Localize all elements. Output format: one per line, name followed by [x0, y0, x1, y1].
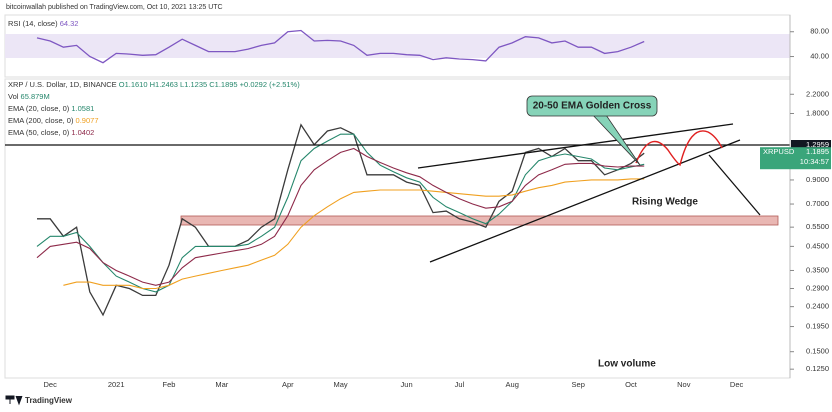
x-tick-label: Aug — [506, 380, 519, 389]
projection-path — [635, 130, 723, 167]
legend-value: 0.9077 — [76, 116, 99, 125]
rsi-value: 64.32 — [60, 19, 79, 28]
x-tick-label: Dec — [44, 380, 58, 389]
y-tick-label: 0.4500 — [806, 241, 829, 250]
axes: 2.2000 1.8000 0.9000 0.7000 0.5500 0.4500 0.35… — [44, 27, 831, 389]
ema-legend: EMA (20, close, 0) 1.0581 — [8, 104, 94, 113]
rsi-legend: RSI (14, close) 64.32 — [8, 19, 78, 28]
y-tick-label: 1.8000 — [806, 108, 829, 117]
y-tick-label: 0.3500 — [806, 265, 829, 274]
symbol-title: XRP / U.S. Dollar, 1D, BINANCE — [8, 80, 117, 89]
x-tick-label: Jun — [401, 380, 413, 389]
x-tick-label: Mar — [215, 380, 228, 389]
series-line — [63, 178, 645, 290]
wedge-label: Rising Wedge — [632, 197, 698, 208]
y-tick-label: 0.1250 — [806, 364, 829, 373]
x-tick-label: Dec — [730, 380, 744, 389]
last-price: 1.1895 — [806, 147, 829, 156]
x-tick-label: Sep — [572, 380, 585, 389]
callout-box — [526, 95, 658, 117]
wedge-upper — [417, 123, 734, 169]
legend-value: 1.0402 — [71, 128, 94, 137]
countdown: 10:34:57 — [800, 157, 829, 166]
legend-value: 1.0581 — [71, 104, 94, 113]
ema-legend: EMA (50, close, 0) 1.0402 — [8, 128, 94, 137]
legend-name: EMA (200, close, 0) — [8, 116, 74, 125]
x-tick-label: May — [334, 380, 348, 389]
projection-arrow — [708, 154, 761, 216]
volume-note: Low volume — [598, 359, 656, 370]
legend-name: EMA (20, close, 0) — [8, 104, 70, 113]
last-price-tag — [760, 147, 831, 170]
y-tick-label: 0.9000 — [806, 175, 829, 184]
ema-legend: EMA (200, close, 0) 0.9077 — [8, 116, 99, 125]
volume-legend: Vol 65.879M — [8, 92, 50, 101]
symbol: XRPUSD — [763, 147, 795, 156]
price-line-tag — [791, 140, 831, 151]
rsi-title: RSI (14, close) — [8, 19, 58, 28]
x-tick-label: Oct — [625, 380, 638, 389]
price-line-label: 1.2959 — [806, 140, 829, 149]
legend-name: EMA (50, close, 0) — [8, 128, 70, 137]
series-line — [36, 147, 645, 286]
wedge-lower — [429, 139, 741, 263]
rsi-plot — [36, 29, 645, 64]
y-tick-label: 80.00 — [810, 27, 829, 36]
y-tick-label: 0.1950 — [806, 322, 829, 331]
y-tick-label: 0.2900 — [806, 283, 829, 292]
support-zone — [180, 215, 779, 226]
y-tick-label: 0.1500 — [806, 347, 829, 356]
y-tick-label: 0.5500 — [806, 222, 829, 231]
callout-text: 20-50 EMA Golden Cross — [533, 101, 652, 112]
volume-label: Vol — [8, 92, 19, 101]
y-tick-label: 2.2000 — [806, 89, 829, 98]
publisher: bitcoinwallah published on TradingView.c… — [6, 4, 223, 11]
ohlc: O1.1610 H1.2463 L1.1235 C1.1895 +0.0292 … — [119, 80, 300, 89]
x-tick-label: 2021 — [108, 380, 125, 389]
y-tick-label: 40.00 — [810, 52, 829, 61]
y-tick-label: 0.2400 — [806, 302, 829, 311]
x-tick-label: Apr — [282, 380, 294, 389]
brand: TradingView — [25, 396, 73, 405]
y-tick-label: 0.7000 — [806, 199, 829, 208]
x-tick-label: Jul — [455, 380, 465, 389]
x-tick-label: Nov — [677, 380, 691, 389]
brand-logo — [5, 395, 23, 406]
series-line — [36, 29, 645, 64]
x-tick-label: Feb — [163, 380, 176, 389]
symbol-legend: XRP / U.S. Dollar, 1D, BINANCE O1.1610 H… — [8, 80, 300, 89]
volume-value: 65.879M — [21, 92, 50, 101]
main-pane — [4, 78, 791, 379]
series-line — [36, 133, 645, 293]
